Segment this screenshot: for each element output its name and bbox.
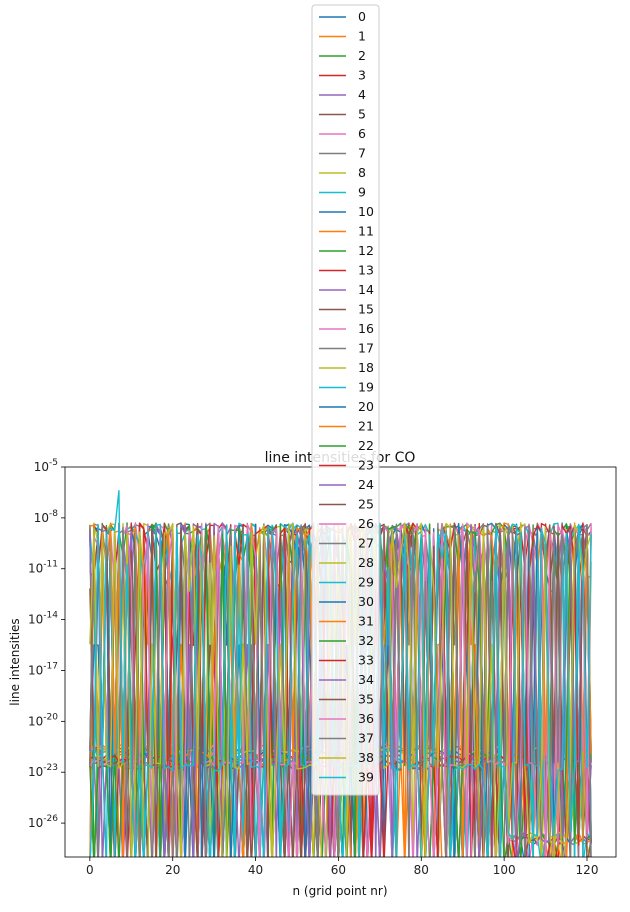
x-tick-label: 100 bbox=[493, 863, 516, 877]
legend-label: 1 bbox=[358, 29, 366, 44]
legend-label: 35 bbox=[358, 692, 374, 707]
legend-label: 23 bbox=[358, 458, 374, 473]
legend-label: 33 bbox=[358, 653, 374, 668]
legend-label: 22 bbox=[358, 438, 374, 453]
x-tick-label: 80 bbox=[414, 863, 429, 877]
series-line-39 bbox=[89, 490, 592, 857]
legend-label: 39 bbox=[358, 770, 374, 785]
legend-label: 27 bbox=[358, 536, 374, 551]
y-tick-label: 10-5 bbox=[34, 458, 58, 474]
y-tick-label: 10-8 bbox=[34, 509, 59, 525]
y-tick-label: 10-14 bbox=[28, 611, 58, 627]
legend-label: 31 bbox=[358, 614, 374, 629]
legend-label: 8 bbox=[358, 165, 366, 180]
legend-label: 37 bbox=[358, 731, 374, 746]
legend-label: 14 bbox=[358, 282, 374, 297]
legend-label: 36 bbox=[358, 711, 374, 726]
x-axis-ticks: 0 20 40 60 80 100 120 bbox=[86, 857, 598, 877]
y-tick-label: 10-20 bbox=[28, 712, 58, 728]
legend-label: 24 bbox=[358, 477, 374, 492]
x-tick-label: 60 bbox=[331, 863, 346, 877]
legend-label: 20 bbox=[358, 399, 374, 414]
legend-label: 28 bbox=[358, 555, 374, 570]
y-tick-label: 10-11 bbox=[28, 560, 58, 576]
legend-label: 11 bbox=[358, 224, 374, 239]
legend-label: 25 bbox=[358, 497, 374, 512]
legend-label: 5 bbox=[358, 107, 366, 122]
legend-label: 9 bbox=[358, 185, 366, 200]
legend-label: 32 bbox=[358, 633, 374, 648]
x-tick-label: 20 bbox=[165, 863, 180, 877]
legend-label: 7 bbox=[358, 146, 366, 161]
legend-label: 2 bbox=[358, 48, 366, 63]
y-tick-label: 10-26 bbox=[28, 814, 58, 830]
y-axis-ticks: 10-5 10-8 10-11 10-14 10-17 10-20 10-23 10-26 bbox=[28, 458, 65, 830]
y-tick-label: 10-23 bbox=[28, 763, 58, 779]
y-tick-label: 10-17 bbox=[28, 661, 58, 677]
legend-label: 26 bbox=[358, 516, 374, 531]
legend-label: 13 bbox=[358, 263, 374, 278]
x-axis-label: n (grid point nr) bbox=[292, 884, 387, 898]
legend-label: 38 bbox=[358, 750, 374, 765]
legend-label: 15 bbox=[358, 302, 374, 317]
legend-label: 17 bbox=[358, 341, 374, 356]
legend-label: 0 bbox=[358, 9, 366, 24]
legend-label: 3 bbox=[358, 68, 366, 83]
legend-label: 16 bbox=[358, 321, 374, 336]
y-axis-label: line intensities bbox=[8, 618, 22, 705]
legend: 0123456789101112131415161718192021222324… bbox=[311, 4, 380, 796]
legend-box bbox=[311, 4, 380, 796]
legend-label: 34 bbox=[358, 672, 374, 687]
legend-label: 6 bbox=[358, 126, 366, 141]
x-tick-label: 40 bbox=[248, 863, 263, 877]
legend-label: 12 bbox=[358, 243, 374, 258]
legend-label: 18 bbox=[358, 360, 374, 375]
legend-label: 30 bbox=[358, 594, 374, 609]
legend-label: 10 bbox=[358, 204, 374, 219]
legend-label: 21 bbox=[358, 419, 374, 434]
x-tick-label: 0 bbox=[86, 863, 94, 877]
legend-label: 19 bbox=[358, 380, 374, 395]
legend-label: 4 bbox=[358, 87, 366, 102]
x-tick-label: 120 bbox=[576, 863, 599, 877]
legend-label: 29 bbox=[358, 575, 374, 590]
